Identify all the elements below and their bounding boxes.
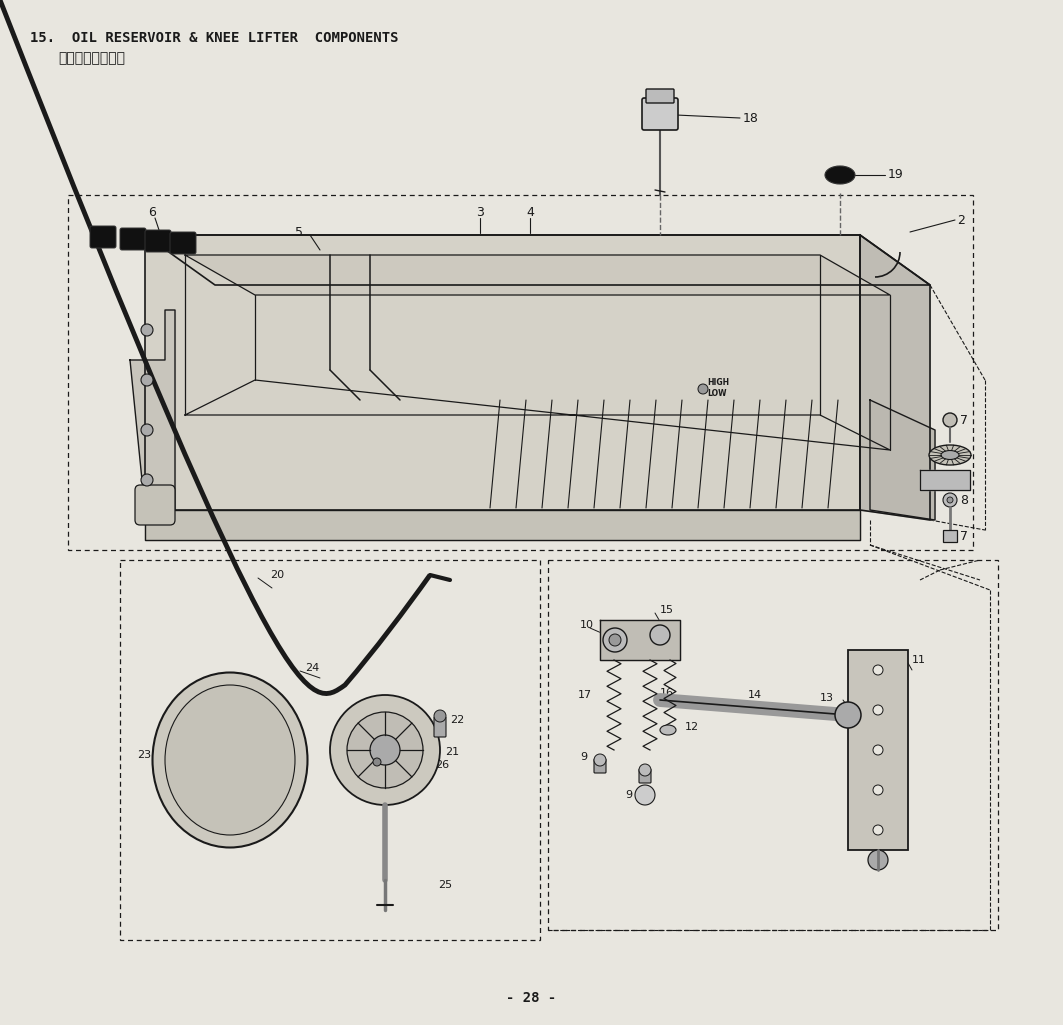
Text: HIGH: HIGH (707, 378, 729, 387)
Circle shape (873, 745, 883, 755)
FancyBboxPatch shape (642, 98, 678, 130)
Circle shape (370, 735, 400, 765)
Bar (549, 560, 998, 930)
FancyBboxPatch shape (120, 228, 146, 250)
FancyBboxPatch shape (145, 230, 171, 252)
Text: 9: 9 (580, 752, 587, 762)
Circle shape (141, 474, 153, 486)
Polygon shape (870, 400, 935, 520)
FancyBboxPatch shape (646, 89, 674, 103)
Text: 11: 11 (912, 655, 926, 665)
Text: 18: 18 (743, 112, 759, 124)
Circle shape (943, 493, 957, 507)
Text: 3: 3 (476, 205, 484, 218)
Text: 12: 12 (685, 722, 699, 732)
Circle shape (434, 710, 446, 722)
Ellipse shape (152, 672, 307, 848)
Text: 10: 10 (580, 620, 594, 630)
Text: 2: 2 (957, 213, 965, 227)
Polygon shape (600, 620, 680, 660)
Circle shape (836, 702, 861, 728)
Polygon shape (860, 235, 930, 520)
Circle shape (639, 764, 651, 776)
Text: 8: 8 (960, 493, 968, 506)
Text: 4: 4 (526, 205, 534, 218)
Ellipse shape (165, 685, 296, 835)
Polygon shape (130, 310, 175, 510)
Circle shape (649, 625, 670, 645)
Circle shape (943, 413, 957, 427)
Circle shape (141, 374, 153, 386)
Circle shape (698, 384, 708, 394)
Circle shape (609, 634, 621, 646)
FancyBboxPatch shape (943, 530, 957, 542)
Text: 油溪・脹上げ関係: 油溪・脹上げ関係 (58, 51, 125, 65)
Bar (68, 195, 973, 550)
Text: 20: 20 (270, 570, 284, 580)
Text: 26: 26 (435, 760, 450, 770)
FancyBboxPatch shape (135, 485, 175, 525)
Text: 15.  OIL RESERVOIR & KNEE LIFTER  COMPONENTS: 15. OIL RESERVOIR & KNEE LIFTER COMPONEN… (30, 31, 399, 45)
Ellipse shape (941, 451, 959, 459)
Text: 9: 9 (625, 790, 632, 800)
Polygon shape (145, 235, 930, 285)
Circle shape (873, 665, 883, 675)
Polygon shape (185, 255, 890, 295)
Text: LOW: LOW (707, 390, 726, 398)
Circle shape (873, 825, 883, 835)
Text: 7: 7 (960, 531, 968, 543)
Circle shape (868, 850, 888, 870)
Text: 21: 21 (445, 747, 459, 757)
Text: 15: 15 (660, 605, 674, 615)
FancyBboxPatch shape (848, 650, 908, 850)
FancyBboxPatch shape (594, 758, 606, 773)
Text: 5: 5 (296, 226, 303, 239)
Text: 24: 24 (305, 663, 319, 673)
Text: 13: 13 (820, 693, 834, 703)
Polygon shape (919, 470, 971, 490)
Text: 17: 17 (578, 690, 592, 700)
FancyBboxPatch shape (90, 226, 116, 248)
Circle shape (603, 628, 627, 652)
Ellipse shape (660, 725, 676, 735)
Circle shape (330, 695, 440, 805)
Text: 14: 14 (748, 690, 762, 700)
Text: 22: 22 (450, 715, 465, 725)
Text: 8: 8 (960, 449, 968, 461)
Circle shape (594, 754, 606, 766)
Text: 25: 25 (438, 880, 452, 890)
FancyBboxPatch shape (434, 718, 446, 737)
Ellipse shape (929, 445, 971, 465)
Circle shape (635, 785, 655, 805)
Bar (120, 560, 540, 940)
FancyBboxPatch shape (639, 769, 651, 783)
Text: 7: 7 (960, 413, 968, 426)
Circle shape (873, 785, 883, 795)
Text: - 28 -: - 28 - (506, 991, 556, 1004)
Circle shape (873, 705, 883, 715)
Circle shape (947, 497, 954, 503)
Ellipse shape (825, 166, 855, 184)
Polygon shape (145, 235, 860, 510)
Text: 16: 16 (660, 688, 674, 698)
Text: 6: 6 (148, 205, 156, 218)
Polygon shape (145, 510, 860, 540)
Circle shape (141, 424, 153, 436)
Text: 19: 19 (888, 168, 904, 181)
Circle shape (373, 758, 381, 766)
FancyBboxPatch shape (170, 232, 196, 254)
Circle shape (141, 324, 153, 336)
Circle shape (347, 712, 423, 788)
Text: 23: 23 (137, 750, 151, 760)
